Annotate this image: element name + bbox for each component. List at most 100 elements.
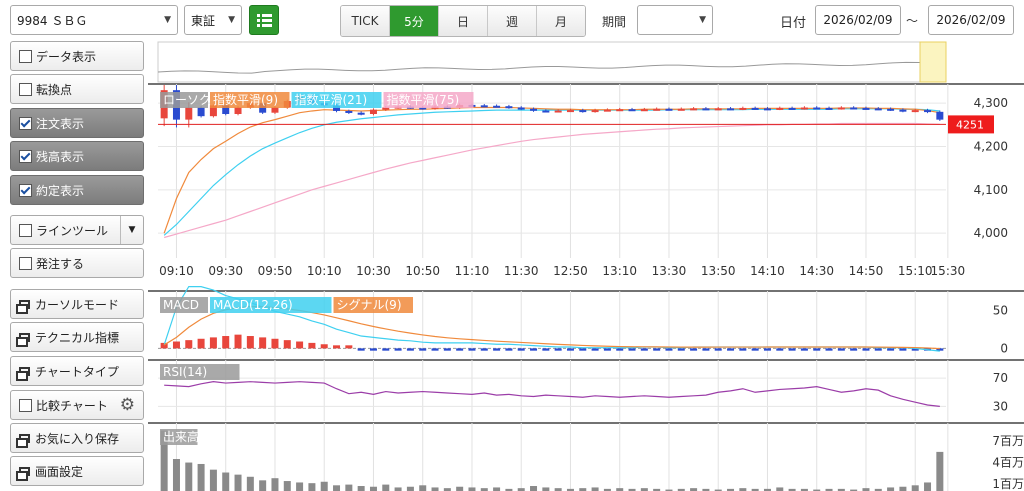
sidebar-item-3[interactable]: 残高表示 (10, 141, 144, 171)
date-from-input[interactable]: 2026/02/09 (815, 5, 901, 35)
price-chart[interactable]: 09:10 09:30 09:50 10:10 10:30 10:50 11:10 11:30… (148, 40, 1024, 491)
macd-histogram-bar (813, 348, 821, 351)
candle (616, 109, 624, 112)
macd-histogram-bar (419, 348, 427, 351)
candle (690, 108, 698, 111)
list-view-button[interactable] (249, 5, 279, 35)
volume-bar (800, 488, 808, 491)
volume-bar (665, 489, 673, 491)
time-label: 13:10 (602, 264, 637, 278)
volume-bar (394, 487, 402, 491)
sidebar-item-2[interactable]: 注文表示 (10, 108, 144, 138)
volume-bar (603, 488, 611, 491)
macd-histogram-bar (579, 348, 587, 351)
volume-bar (456, 486, 464, 491)
volume-bar (333, 485, 341, 491)
candle (751, 107, 759, 110)
candle (542, 110, 550, 113)
range-select[interactable]: ▼ (637, 5, 713, 35)
macd-histogram-bar (197, 338, 205, 349)
macd-histogram-bar (727, 348, 735, 351)
candle (665, 108, 673, 111)
volume-bar (271, 478, 279, 491)
macd-histogram-bar (185, 340, 193, 349)
gear-icon[interactable]: ⚙ (119, 395, 135, 415)
volume-bar (739, 488, 747, 491)
macd-histogram-bar (788, 348, 796, 351)
list-icon (257, 14, 272, 27)
tab-day[interactable]: 日 (439, 6, 488, 36)
volume-bar (222, 472, 230, 491)
tab-month[interactable]: 月 (537, 6, 585, 36)
overview-line (157, 61, 947, 74)
candle (640, 109, 648, 112)
volume-bar (246, 476, 254, 491)
sidebar-item-8[interactable]: テクニカル指標 (10, 322, 144, 352)
macd-histogram-bar (616, 348, 624, 351)
candle (739, 107, 747, 110)
volume-bar (357, 486, 365, 491)
macd-histogram-bar (480, 348, 488, 351)
volume-tick-label: 7百万 (992, 434, 1024, 448)
volume-bar (382, 484, 390, 491)
sidebar-item-1[interactable]: 転換点 (10, 74, 144, 104)
sidebar-item-9[interactable]: チャートタイプ (10, 356, 144, 386)
symbol-select[interactable]: 9984 ＳＢＧ ▼ (10, 5, 178, 35)
window-icon (16, 366, 30, 381)
macd-histogram-bar (517, 348, 525, 351)
macd-histogram-bar (899, 348, 907, 351)
volume-bar (825, 488, 833, 491)
checkbox-icon (19, 183, 32, 197)
sidebar-item-11[interactable]: お気に入り保存 (10, 423, 144, 453)
macd-histogram-bar (591, 348, 599, 351)
candle (197, 107, 205, 117)
price-tick-label: 4,000 (974, 226, 1008, 240)
market-value: 東証 (191, 13, 216, 28)
price-tick-label: 4,200 (974, 140, 1008, 154)
market-select[interactable]: 東証 ▼ (184, 5, 242, 35)
candle (603, 109, 611, 112)
checkbox-icon (19, 398, 32, 412)
candle (825, 107, 833, 110)
sidebar-item-label: カーソルモード (35, 297, 120, 312)
checkbox-icon (19, 223, 32, 237)
sidebar-item-label: テクニカル指標 (35, 330, 120, 345)
candle (480, 105, 488, 108)
macd-line (163, 286, 940, 352)
sidebar-item-10[interactable]: 比較チャート ⚙ (10, 390, 144, 420)
chevron-down-icon[interactable]: ▼ (120, 216, 143, 244)
volume-legend-label: 出来高 (163, 429, 199, 444)
sidebar-item-5[interactable]: ラインツール ▼ (10, 215, 144, 245)
tab-tick[interactable]: TICK (341, 6, 390, 36)
sidebar-item-7[interactable]: カーソルモード (10, 289, 144, 319)
main-legend-bg (160, 92, 208, 108)
sidebar-item-0[interactable]: データ表示 (10, 41, 144, 71)
volume-bar (172, 459, 180, 491)
current-price-badge (948, 115, 994, 134)
macd-histogram-bar (357, 348, 365, 351)
macd-histogram-bar (837, 348, 845, 351)
time-label: 13:30 (652, 264, 687, 278)
candle (591, 110, 599, 113)
main-legend-bg (291, 92, 382, 108)
volume-bar (468, 487, 476, 491)
window-icon (16, 433, 30, 448)
chevron-down-icon: ▼ (164, 15, 171, 25)
rsi-legend-label: RSI(14) (163, 365, 207, 379)
macd-histogram-bar (702, 348, 710, 351)
candle (530, 108, 538, 111)
tab-5min[interactable]: 5分 (390, 6, 439, 36)
volume-bar (714, 489, 722, 491)
time-label: 10:50 (405, 264, 440, 278)
candle (628, 109, 636, 112)
time-label: 09:30 (208, 264, 243, 278)
sidebar-item-12[interactable]: 画面設定 (10, 456, 144, 486)
candle (579, 110, 587, 113)
volume-bar (899, 486, 907, 491)
sidebar-item-6[interactable]: 発注する (10, 248, 144, 278)
volume-bar (160, 430, 168, 491)
tab-week[interactable]: 週 (488, 6, 537, 36)
date-to-input[interactable]: 2026/02/09 (928, 5, 1014, 35)
macd-histogram-bar (862, 348, 870, 351)
sidebar-item-4[interactable]: 約定表示 (10, 175, 144, 205)
